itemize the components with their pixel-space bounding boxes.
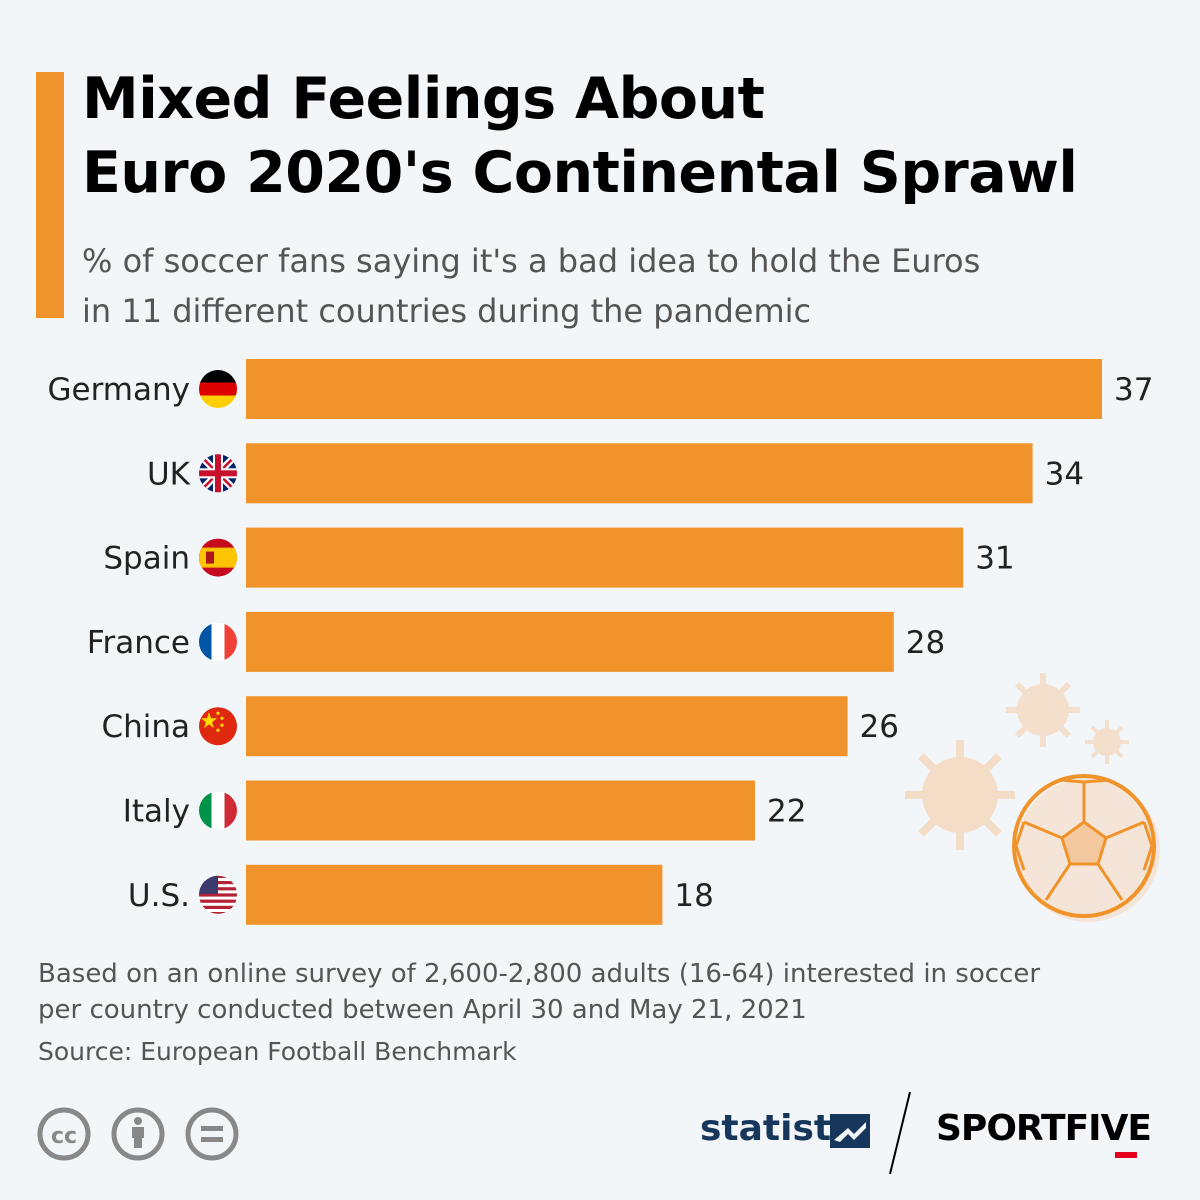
subtitle-line-2: in 11 different countries during the pan… (82, 292, 812, 330)
value-label: 26 (860, 709, 899, 745)
italy-flag-icon (199, 791, 237, 830)
category-label: Italy (123, 794, 190, 830)
uk-flag-icon (199, 454, 237, 493)
bar-germany (246, 359, 1102, 419)
spain-flag-icon (199, 538, 237, 577)
survey-note: Based on an online survey of 2,600-2,800… (38, 956, 1158, 1028)
virus-icon-large (905, 740, 1015, 850)
note-line-1: Based on an online survey of 2,600-2,800… (38, 959, 1041, 989)
value-label: 22 (767, 794, 806, 830)
svg-text:cc: cc (51, 1124, 77, 1149)
soccer-ball-icon (1012, 774, 1160, 922)
title-line-2: Euro 2020's Continental Sprawl (82, 140, 1078, 206)
category-label: U.S. (128, 878, 190, 914)
category-label: France (87, 625, 190, 661)
france-flag-icon (199, 622, 237, 661)
bar-us (246, 864, 663, 925)
license-icons: cc (37, 1107, 239, 1161)
value-label: 31 (975, 541, 1014, 577)
germany-flag-icon (199, 370, 237, 408)
sportfive-logo[interactable]: SPORTFIVE (936, 1108, 1152, 1149)
chart-title: Mixed Feelings About Euro 2020's Contine… (82, 62, 1182, 210)
china-flag-icon (199, 707, 237, 746)
bar-china (246, 696, 848, 757)
creative-commons-icon[interactable]: cc (37, 1107, 91, 1161)
virus-icon-medium (1006, 673, 1080, 747)
us-flag-icon (199, 875, 237, 914)
category-label: Spain (103, 541, 190, 577)
sportfive-underline (1115, 1152, 1137, 1158)
bar-uk (246, 443, 1033, 504)
statista-mark-icon (830, 1114, 870, 1148)
value-label: 18 (674, 878, 713, 914)
chart-subtitle: % of soccer fans saying it's a bad idea … (82, 236, 1182, 336)
no-derivatives-icon[interactable] (185, 1107, 239, 1161)
category-label: China (101, 709, 190, 745)
bar-chart: Germany 37 UK 34 Spain (48, 359, 1153, 925)
bar-spain (246, 527, 964, 588)
attribution-icon[interactable] (111, 1107, 165, 1161)
accent-bar (36, 72, 64, 318)
subtitle-line-1: % of soccer fans saying it's a bad idea … (82, 242, 981, 280)
bar-italy (246, 780, 755, 841)
statista-logo[interactable]: statista (700, 1108, 856, 1149)
bar-france (246, 611, 894, 672)
source-text: Source: European Football Benchmark (38, 1037, 517, 1066)
logo-divider (889, 1091, 911, 1175)
virus-icon-small (1085, 720, 1129, 764)
category-label: UK (147, 456, 191, 492)
title-line-1: Mixed Feelings About (82, 66, 765, 132)
virus-and-ball-illustration (905, 673, 1160, 922)
category-label: Germany (48, 372, 190, 408)
value-label: 34 (1045, 456, 1084, 492)
value-label: 37 (1114, 372, 1153, 408)
note-line-2: per country conducted between April 30 a… (38, 995, 807, 1025)
value-label: 28 (906, 625, 945, 661)
